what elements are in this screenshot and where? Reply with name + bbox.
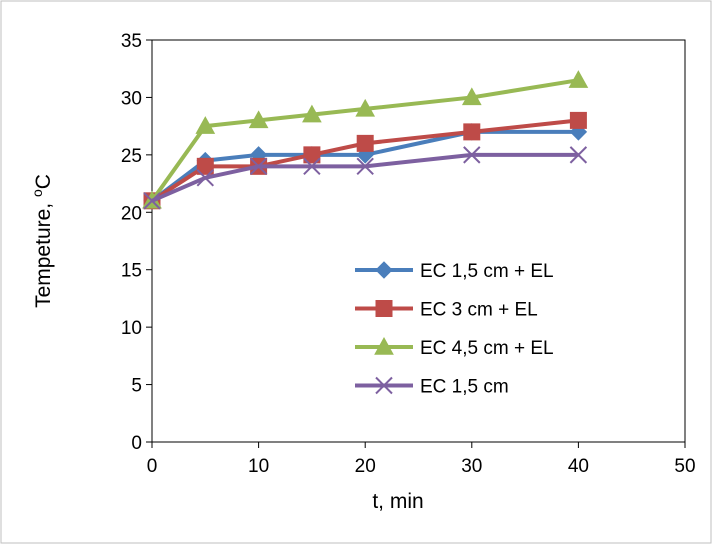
series-layer [142, 70, 589, 210]
data-point-marker [569, 146, 588, 164]
data-point-marker [196, 169, 215, 187]
y-tick-label: 0 [131, 433, 142, 454]
legend-label: EC 3 cm + EL [420, 300, 538, 321]
legend-marker [375, 300, 393, 317]
series-3 [142, 70, 589, 209]
legend-label: EC 1,5 cm + EL [420, 261, 554, 282]
y-tick-label: 20 [121, 203, 142, 224]
data-point-marker [303, 146, 321, 164]
legend-item: EC 4,5 cm + EL [355, 336, 554, 359]
y-tick-label: 5 [131, 376, 142, 397]
data-point-marker [196, 157, 214, 175]
legend-label: EC 1,5 cm [420, 377, 509, 398]
y-axis-unit-superscript: o [29, 189, 45, 197]
x-tick-label: 50 [674, 456, 695, 477]
y-axis: 0 5 10 15 20 25 30 35 [121, 31, 152, 454]
legend-item: EC 1,5 cm + EL [355, 261, 554, 282]
y-axis-title: Tempeture, oC [29, 174, 55, 308]
series-4 [143, 146, 588, 210]
plot-area [151, 39, 686, 443]
data-point-marker [249, 157, 268, 176]
legend: EC 1,5 cm + EL EC 3 cm + EL EC 4,5 cm + EL… [355, 261, 554, 398]
y-tick-label: 25 [121, 146, 142, 167]
x-tick-label: 20 [355, 456, 376, 477]
data-point-marker [355, 98, 376, 117]
x-tick-label: 40 [568, 456, 589, 477]
legend-item: EC 1,5 cm [355, 377, 509, 398]
legend-item: EC 3 cm + EL [355, 300, 538, 321]
x-tick-label: 10 [248, 456, 269, 477]
legend-marker [374, 336, 394, 355]
data-point-marker [461, 87, 482, 106]
data-point-marker [356, 157, 374, 176]
legend-marker [375, 376, 393, 395]
data-point-marker [143, 192, 161, 210]
data-point-marker [463, 146, 481, 164]
data-point-marker [302, 104, 322, 123]
data-point-marker [303, 157, 321, 176]
y-tick-label: 15 [121, 261, 142, 282]
data-point-marker [248, 110, 269, 129]
data-point-marker [195, 116, 216, 134]
y-tick-label: 10 [121, 318, 142, 339]
data-point-marker [568, 70, 589, 88]
x-tick-label: 0 [147, 456, 158, 477]
x-axis-title: t, min [372, 490, 423, 513]
data-point-marker [569, 111, 587, 129]
y-tick-label: 35 [121, 31, 142, 52]
data-point-marker [463, 123, 481, 141]
y-tick-label: 30 [121, 88, 142, 109]
legend-marker [375, 261, 393, 279]
x-axis: 0 10 20 30 40 50 [147, 442, 696, 477]
legend-label: EC 4,5 cm + EL [420, 338, 554, 359]
y-axis-title-text: Tempeture, [32, 197, 55, 308]
y-axis-unit-base: C [32, 174, 55, 189]
x-tick-label: 30 [461, 456, 482, 477]
data-point-marker [356, 134, 374, 152]
